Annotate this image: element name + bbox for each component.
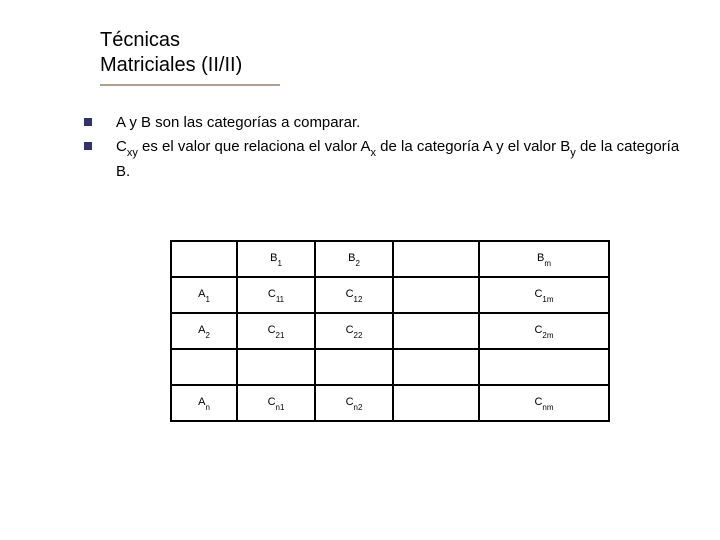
table-row: A1 C11 C12 C1m <box>171 277 609 313</box>
table-cell-empty <box>315 349 393 385</box>
cell-base: C <box>268 324 276 336</box>
subscript: x <box>370 147 376 159</box>
cell-base: C <box>346 324 354 336</box>
subscript: xy <box>127 147 138 159</box>
cell-sub: n2 <box>354 403 363 412</box>
bullet-text: A y B son las categorías a comparar. <box>116 112 360 134</box>
cell-sub: m <box>544 259 551 268</box>
col-header-bm: Bm <box>479 241 609 277</box>
cell-sub: n <box>205 403 209 412</box>
cell-cn2: Cn2 <box>315 385 393 421</box>
cell-sub: 2m <box>542 331 553 340</box>
cell-cn1: Cn1 <box>237 385 315 421</box>
cell-base: C <box>268 396 276 408</box>
cell-sub: 1 <box>205 295 209 304</box>
bullet-text: Cxy es el valor que relaciona el valor A… <box>116 136 680 183</box>
cell-sub: 12 <box>354 295 363 304</box>
cell-c12: C12 <box>315 277 393 313</box>
cell-c21: C21 <box>237 313 315 349</box>
text-fragment: de la categoría A y el valor B <box>376 138 570 155</box>
table-cell-empty <box>393 349 479 385</box>
row-header-a1: A1 <box>171 277 237 313</box>
table-row: A2 C21 C22 C2m <box>171 313 609 349</box>
table-cell-empty <box>237 349 315 385</box>
table-cell-empty <box>393 313 479 349</box>
title-underline <box>100 84 280 86</box>
slide: Técnicas Matriciales (II/II) A y B son l… <box>0 0 720 442</box>
cell-sub: 2 <box>205 331 209 340</box>
cell-sub: 22 <box>354 331 363 340</box>
cell-base: C <box>346 396 354 408</box>
cell-sub: nm <box>542 403 553 412</box>
table-cell-empty <box>393 241 479 277</box>
cell-sub: 21 <box>276 331 285 340</box>
table-cell-empty <box>393 277 479 313</box>
row-header-a2: A2 <box>171 313 237 349</box>
cell-cnm: Cnm <box>479 385 609 421</box>
bullet-list: A y B son las categorías a comparar. Cxy… <box>84 112 680 182</box>
cell-base: C <box>268 288 276 300</box>
col-header-b1: B1 <box>237 241 315 277</box>
bullet-marker-icon <box>84 142 92 150</box>
table-row: An Cn1 Cn2 Cnm <box>171 385 609 421</box>
table-cell-empty <box>171 349 237 385</box>
matrix-table-container: B1 B2 Bm A1 C11 C12 C1m A2 C21 C22 C2m <box>100 240 680 422</box>
subscript: y <box>570 147 576 159</box>
cell-c11: C11 <box>237 277 315 313</box>
bullet-marker-icon <box>84 118 92 126</box>
cell-sub: 11 <box>276 295 284 304</box>
bullet-item: A y B son las categorías a comparar. <box>84 112 680 134</box>
table-cell-empty <box>393 385 479 421</box>
cell-c22: C22 <box>315 313 393 349</box>
bullet-item: Cxy es el valor que relaciona el valor A… <box>84 136 680 183</box>
matrix-table: B1 B2 Bm A1 C11 C12 C1m A2 C21 C22 C2m <box>170 240 610 422</box>
title-line-1: Técnicas <box>100 29 180 51</box>
col-header-b2: B2 <box>315 241 393 277</box>
slide-title: Técnicas Matriciales (II/II) <box>100 28 680 78</box>
row-header-an: An <box>171 385 237 421</box>
cell-sub: 1 <box>277 259 281 268</box>
cell-c2m: C2m <box>479 313 609 349</box>
text-fragment: es el valor que relaciona el valor A <box>138 138 371 155</box>
cell-sub: 2 <box>355 259 359 268</box>
text-fragment: C <box>116 138 127 155</box>
cell-c1m: C1m <box>479 277 609 313</box>
table-row: B1 B2 Bm <box>171 241 609 277</box>
cell-base: C <box>346 288 354 300</box>
table-cell-empty <box>479 349 609 385</box>
table-row <box>171 349 609 385</box>
cell-sub: 1m <box>542 295 553 304</box>
table-cell-empty <box>171 241 237 277</box>
cell-sub: n1 <box>276 403 285 412</box>
title-line-2: Matriciales (II/II) <box>100 54 242 76</box>
